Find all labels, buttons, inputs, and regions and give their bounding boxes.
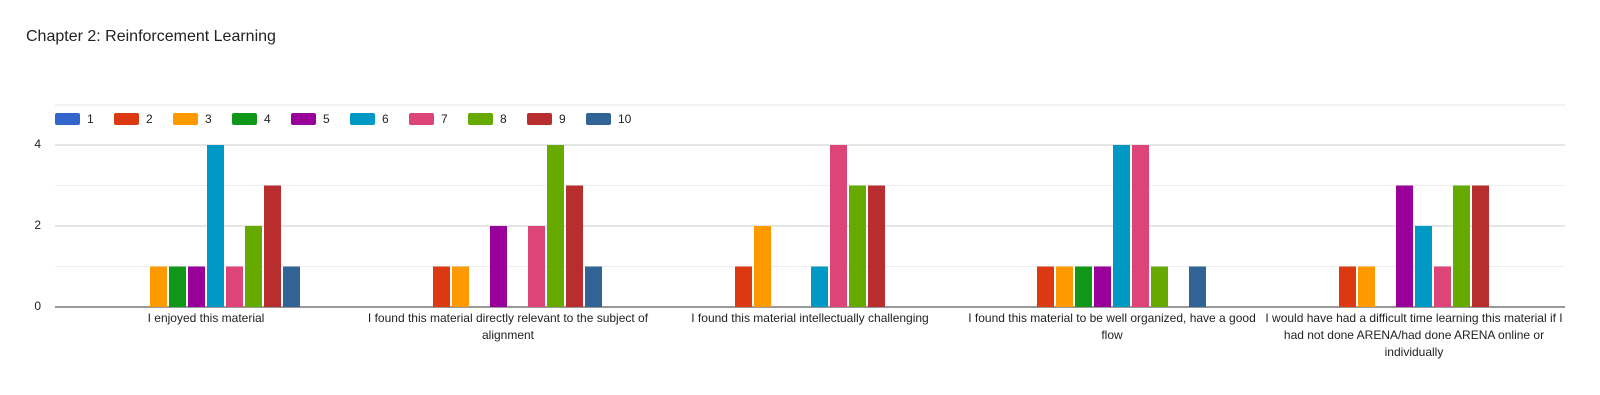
legend-label: 8 <box>500 112 507 126</box>
bar <box>188 266 205 307</box>
bar <box>1415 226 1432 307</box>
bar <box>1113 145 1130 307</box>
bar <box>1358 266 1375 307</box>
bar <box>1434 266 1451 307</box>
bar <box>1472 185 1489 307</box>
y-tick-label: 0 <box>34 299 41 313</box>
bar <box>1037 266 1054 307</box>
bar <box>566 185 583 307</box>
legend-label: 1 <box>87 112 94 126</box>
bar <box>264 185 281 307</box>
legend-swatch <box>291 113 316 125</box>
bar <box>283 266 300 307</box>
bar <box>849 185 866 307</box>
bar <box>754 226 771 307</box>
legend-swatch <box>232 113 257 125</box>
legend-swatch <box>173 113 198 125</box>
x-tick-label: I would have had a difficult time learni… <box>1265 311 1563 359</box>
legend-swatch <box>468 113 493 125</box>
bar <box>1094 266 1111 307</box>
chart-title: Chapter 2: Reinforcement Learning <box>26 28 276 45</box>
bar <box>1056 266 1073 307</box>
x-tick-label: I enjoyed this material <box>147 311 265 325</box>
bar <box>1339 266 1356 307</box>
bar <box>585 266 602 307</box>
y-tick-label: 4 <box>34 137 41 151</box>
legend-swatch <box>586 113 611 125</box>
legend-swatch <box>55 113 80 125</box>
bar <box>169 266 186 307</box>
bar <box>1453 185 1470 307</box>
bar <box>452 266 469 307</box>
bar <box>207 145 224 307</box>
bar <box>150 266 167 307</box>
legend-swatch <box>409 113 434 125</box>
bar <box>735 266 752 307</box>
legend-label: 6 <box>382 112 389 126</box>
legend-label: 3 <box>205 112 212 126</box>
legend-swatch <box>527 113 552 125</box>
legend-label: 5 <box>323 112 330 126</box>
bar <box>528 226 545 307</box>
x-tick-label: I found this material directly relevant … <box>367 311 649 342</box>
bar <box>1132 145 1149 307</box>
y-tick-label: 2 <box>34 218 41 232</box>
bar <box>490 226 507 307</box>
x-tick-label: I found this material intellectually cha… <box>691 311 929 325</box>
legend-label: 4 <box>264 112 271 126</box>
bar <box>433 266 450 307</box>
x-tick-label: I found this material to be well organiz… <box>968 311 1256 342</box>
legend-label: 9 <box>559 112 566 126</box>
legend-label: 10 <box>618 112 632 126</box>
bar <box>1151 266 1168 307</box>
legend-swatch <box>114 113 139 125</box>
bar <box>830 145 847 307</box>
bar <box>868 185 885 307</box>
bar <box>226 266 243 307</box>
legend-label: 2 <box>146 112 153 126</box>
legend-swatch <box>350 113 375 125</box>
bar <box>245 226 262 307</box>
bar <box>1189 266 1206 307</box>
bar <box>547 145 564 307</box>
bar <box>1075 266 1092 307</box>
bar <box>811 266 828 307</box>
legend-label: 7 <box>441 112 448 126</box>
bar <box>1396 185 1413 307</box>
